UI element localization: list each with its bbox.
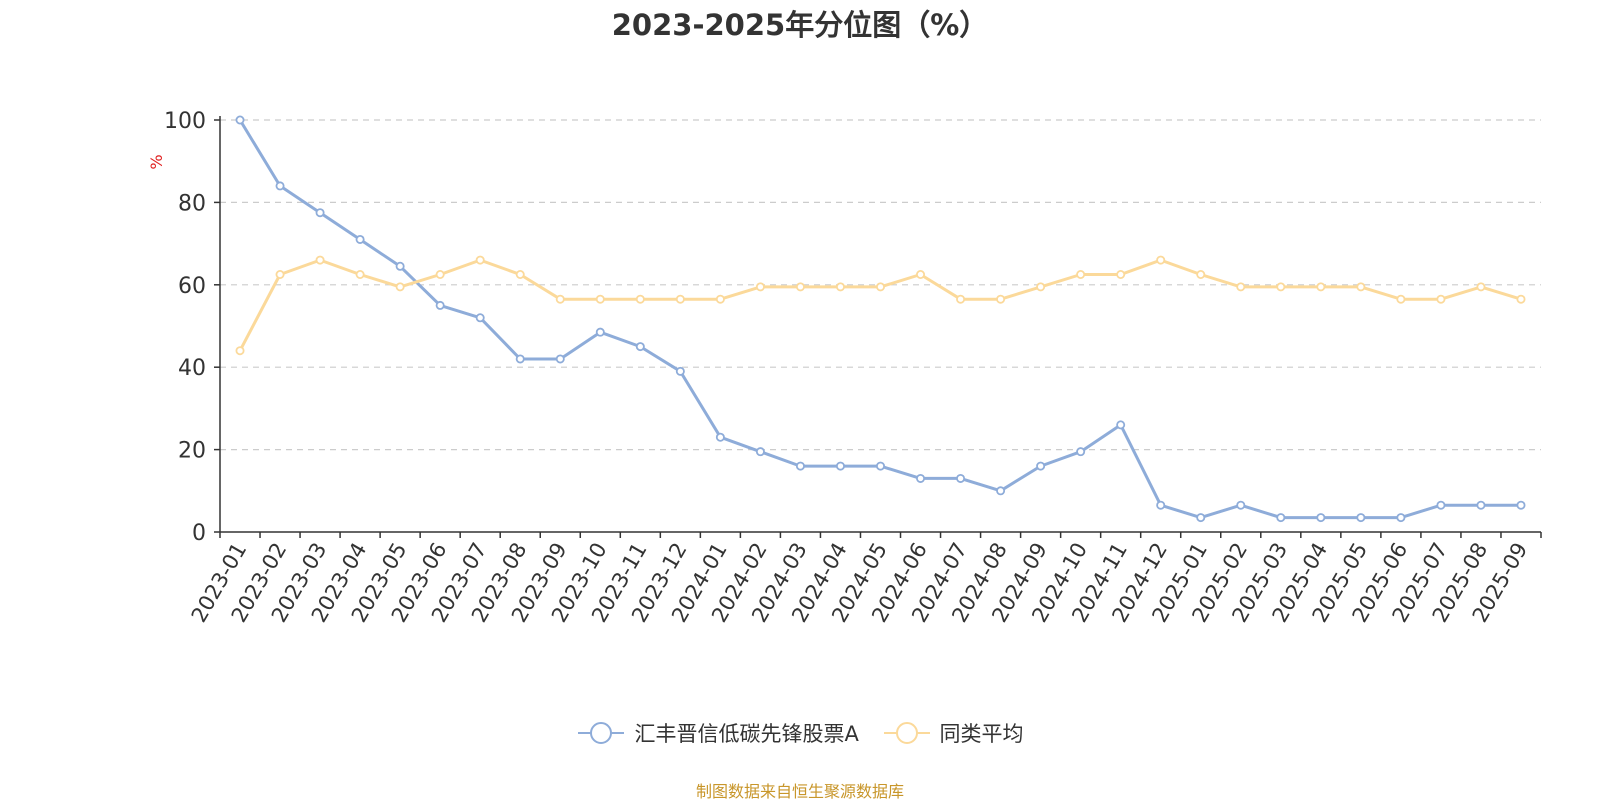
data-point-series-1 [916,269,926,279]
data-point-series-1 [555,294,565,304]
data-point-series-1 [595,294,605,304]
data-point-series-0 [635,342,645,352]
data-point-series-1 [1396,294,1406,304]
series-line-1 [238,258,1522,352]
data-point-series-1 [1436,294,1446,304]
data-point-series-0 [795,461,805,471]
data-point-series-1 [1516,294,1526,304]
data-point-series-0 [355,234,365,244]
y-tick-label: 100 [164,109,206,134]
y-tick-label: 60 [178,274,206,299]
data-point-series-0 [1316,513,1326,523]
data-point-series-1 [1476,282,1486,292]
y-tick-label: 40 [178,356,206,381]
data-point-series-0 [996,486,1006,496]
data-point-series-1 [235,346,245,356]
data-point-series-1 [1036,282,1046,292]
data-point-series-0 [1436,500,1446,510]
data-point-series-0 [1396,513,1406,523]
legend-item-fund[interactable]: 汇丰晋信低碳先锋股票A [576,718,859,748]
data-point-series-0 [1516,500,1526,510]
data-point-series-0 [475,313,485,323]
data-point-series-1 [1316,282,1326,292]
data-point-series-0 [835,461,845,471]
data-point-series-0 [1116,420,1126,430]
chart-title: 2023-2025年分位图（%） [611,8,989,42]
data-point-series-0 [555,354,565,364]
legend-label-fund: 汇丰晋信低碳先锋股票A [634,722,859,746]
legend-marker-average-icon [883,722,930,744]
line-chart: 020406080100%2023-012023-022023-032023-0… [147,109,1542,626]
data-point-series-1 [1196,269,1206,279]
data-point-series-1 [715,294,725,304]
data-point-series-1 [275,269,285,279]
data-point-series-0 [1276,513,1286,523]
legend-item-average[interactable]: 同类平均 [882,718,1024,748]
data-point-series-0 [515,354,525,364]
data-point-series-0 [1236,500,1246,510]
y-tick-label: 80 [178,191,206,216]
data-point-series-0 [1156,500,1166,510]
data-point-series-0 [275,181,285,191]
data-point-series-0 [435,300,445,310]
data-point-series-0 [395,261,405,271]
data-point-series-1 [795,282,805,292]
data-point-series-1 [956,294,966,304]
data-point-series-0 [1036,461,1046,471]
data-point-series-0 [315,208,325,218]
data-point-series-1 [835,282,845,292]
data-point-series-0 [675,366,685,376]
data-point-series-0 [1476,500,1486,510]
data-point-series-1 [996,294,1006,304]
data-point-series-0 [1076,447,1086,457]
data-point-series-0 [1196,513,1206,523]
data-point-series-0 [1356,513,1366,523]
data-point-series-1 [675,294,685,304]
data-point-series-1 [435,269,445,279]
data-point-series-1 [515,269,525,279]
data-point-series-1 [355,269,365,279]
data-point-series-0 [755,447,765,457]
data-point-series-0 [916,473,926,483]
series-line-0 [238,119,1521,520]
data-point-series-1 [876,282,886,292]
data-point-series-0 [956,473,966,483]
y-tick-label: 20 [178,439,206,464]
data-point-series-1 [1356,282,1366,292]
y-axis-unit-label: % [147,154,166,169]
legend-label-average: 同类平均 [939,722,1024,746]
data-point-series-1 [1076,269,1086,279]
data-point-series-1 [475,255,485,265]
data-point-series-1 [1236,282,1246,292]
data-point-series-0 [235,115,245,125]
data-point-series-1 [755,282,765,292]
legend-marker-fund-icon [578,722,625,744]
data-point-series-0 [715,432,725,442]
data-point-series-1 [315,255,325,265]
data-point-series-1 [1276,282,1286,292]
data-point-series-1 [395,282,405,292]
data-point-series-1 [635,294,645,304]
data-point-series-0 [595,327,605,337]
data-point-series-0 [876,461,886,471]
y-tick-label: 0 [192,521,206,546]
legend: 汇丰晋信低碳先锋股票A 同类平均 [0,718,1600,750]
data-point-series-1 [1116,269,1126,279]
data-source-note: 制图数据来自恒生聚源数据库 [695,782,904,801]
data-point-series-1 [1156,255,1166,265]
